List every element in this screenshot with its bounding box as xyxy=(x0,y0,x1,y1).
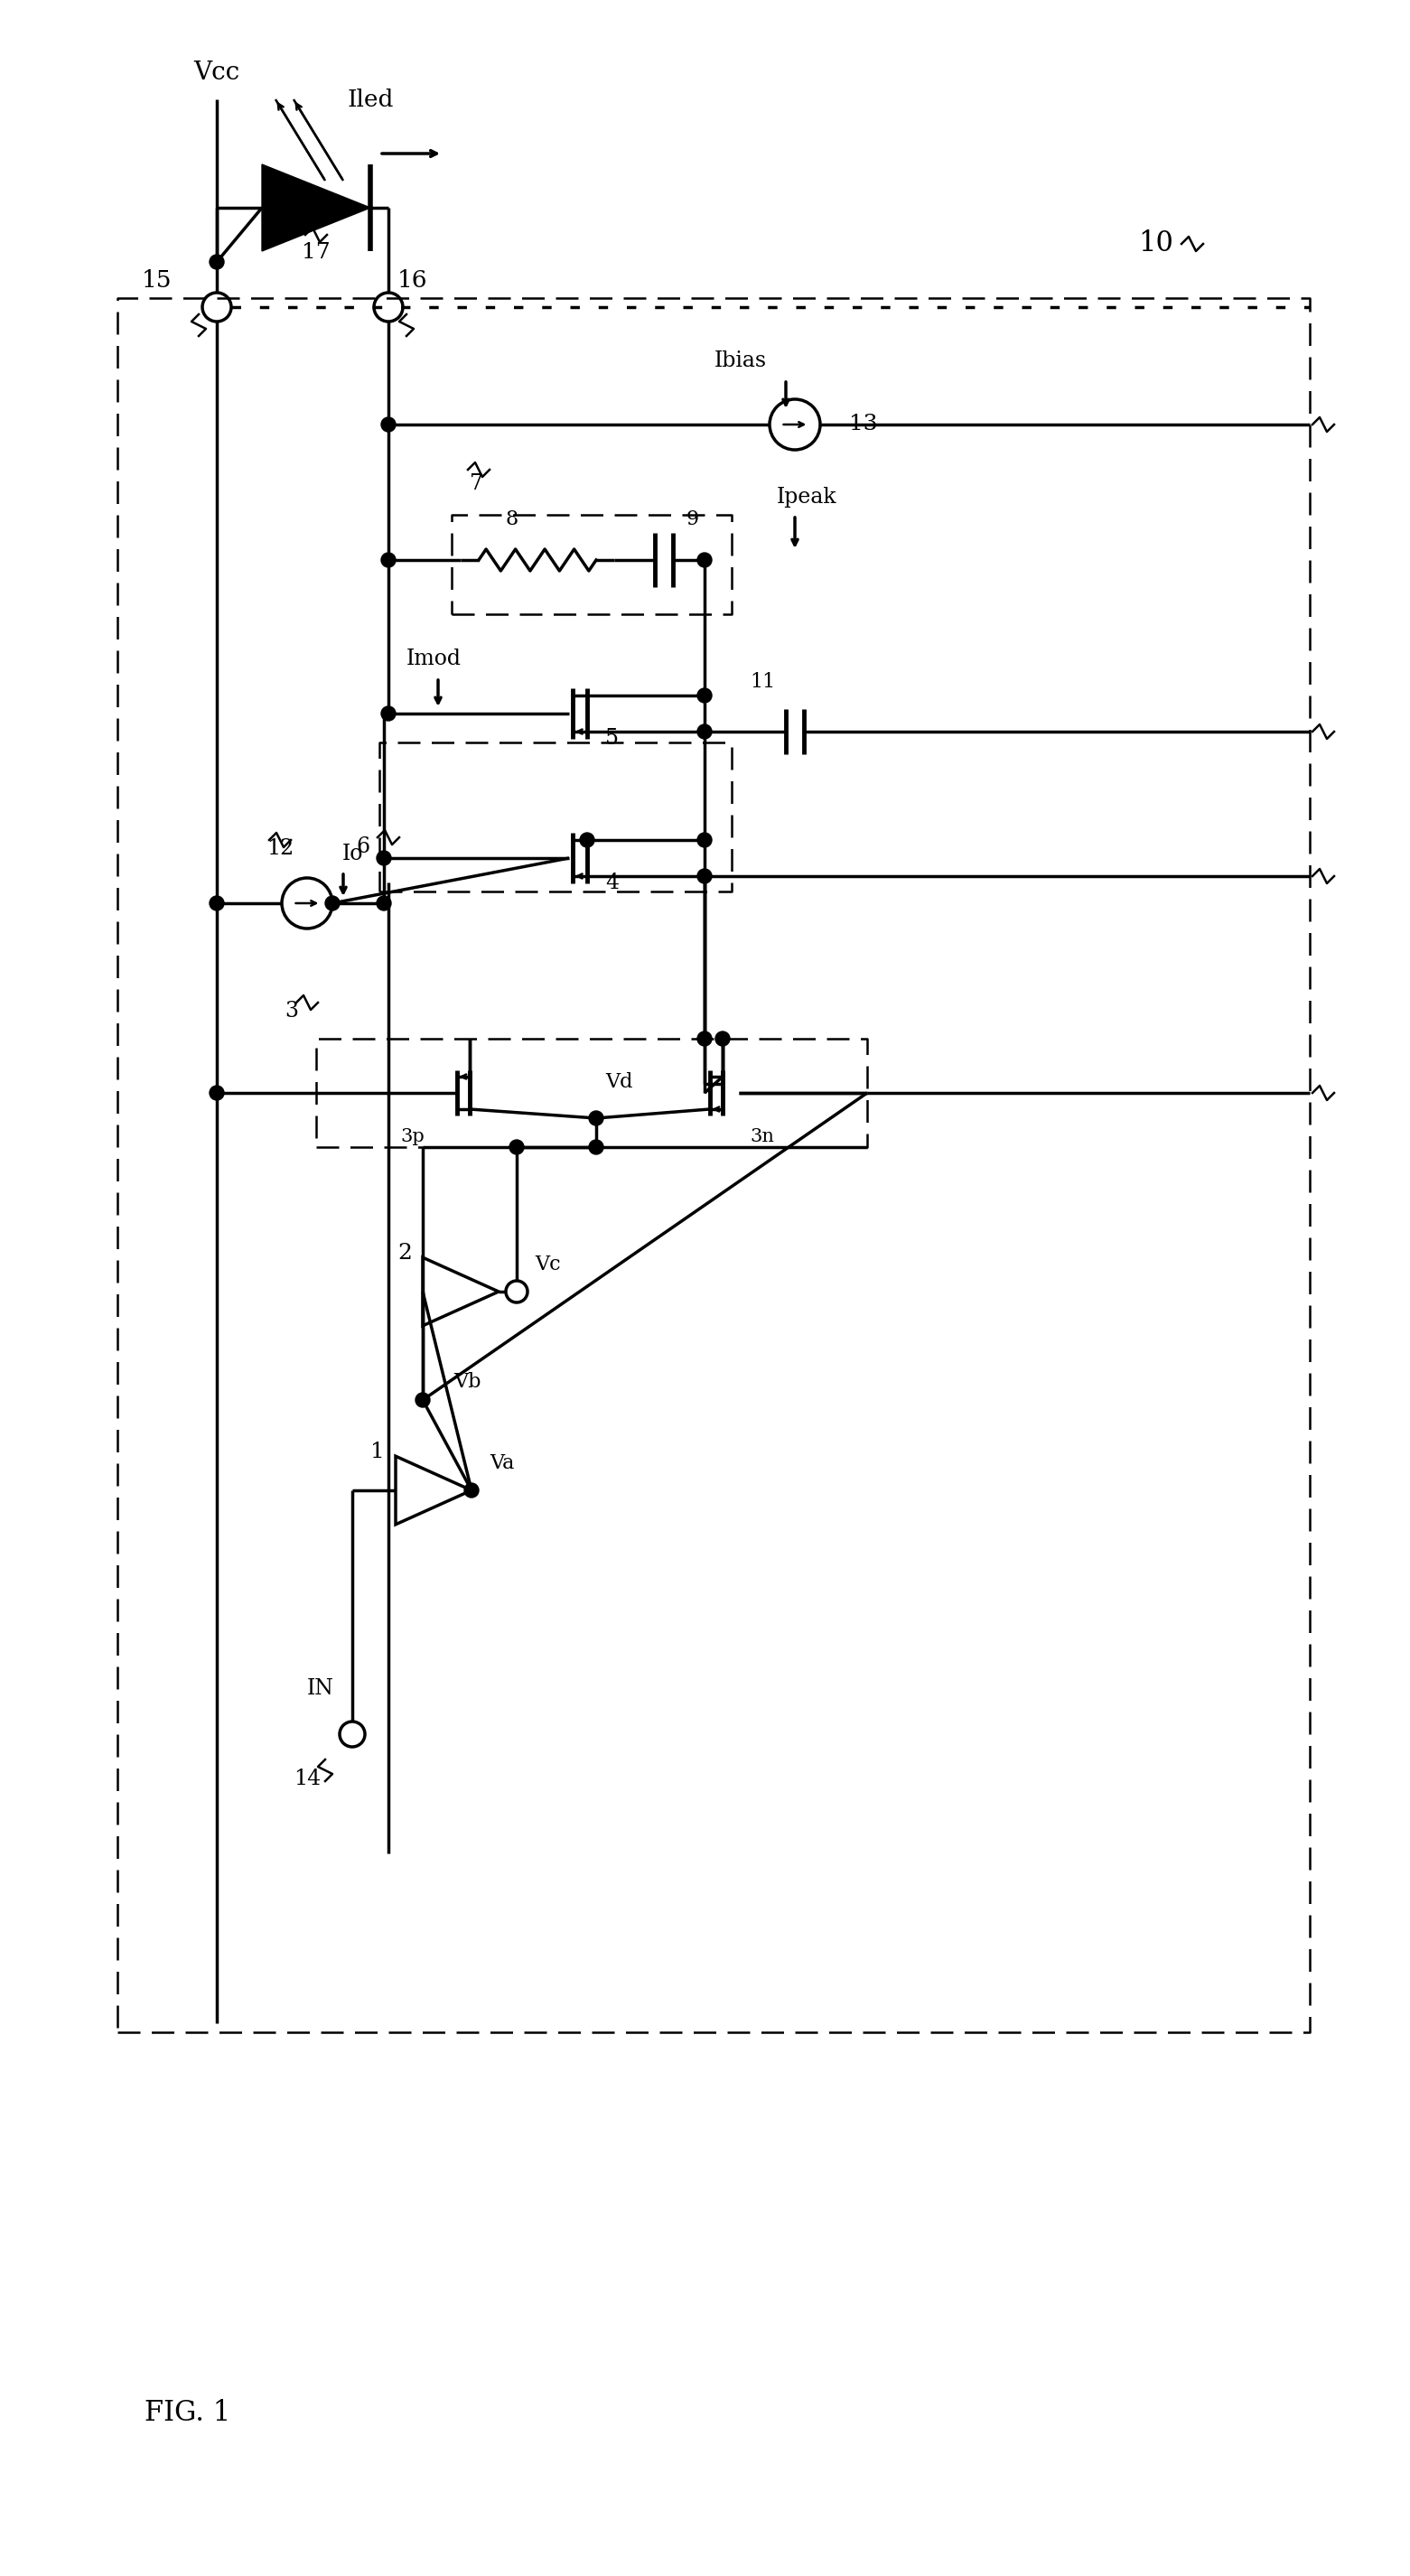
Text: Ibias: Ibias xyxy=(715,350,767,371)
Circle shape xyxy=(580,832,595,848)
Text: Imod: Imod xyxy=(406,649,461,670)
Circle shape xyxy=(381,706,396,721)
Text: 13: 13 xyxy=(849,415,877,435)
Circle shape xyxy=(589,1110,603,1126)
Circle shape xyxy=(464,1484,479,1497)
Text: Io: Io xyxy=(341,842,362,863)
Text: 16: 16 xyxy=(398,268,427,291)
Circle shape xyxy=(416,1394,430,1406)
Polygon shape xyxy=(262,165,371,250)
Circle shape xyxy=(698,554,712,567)
Text: Vd: Vd xyxy=(605,1072,633,1092)
Circle shape xyxy=(381,554,396,567)
Text: 12: 12 xyxy=(266,840,293,860)
Text: 5: 5 xyxy=(605,729,619,750)
Text: 6: 6 xyxy=(357,837,371,858)
Text: Vc: Vc xyxy=(534,1255,561,1275)
Text: 2: 2 xyxy=(398,1244,412,1265)
Text: FIG. 1: FIG. 1 xyxy=(144,2398,231,2427)
Circle shape xyxy=(698,832,712,848)
Text: Ipeak: Ipeak xyxy=(777,487,838,507)
Text: 8: 8 xyxy=(506,510,519,528)
Text: 3n: 3n xyxy=(750,1128,774,1144)
Circle shape xyxy=(698,688,712,703)
Text: 15: 15 xyxy=(141,268,172,291)
Text: Vcc: Vcc xyxy=(193,59,240,85)
Circle shape xyxy=(381,417,396,433)
Text: Iled: Iled xyxy=(347,88,393,111)
Circle shape xyxy=(210,1084,224,1100)
Circle shape xyxy=(715,1030,730,1046)
Circle shape xyxy=(698,1030,712,1046)
Text: 11: 11 xyxy=(750,672,776,693)
Circle shape xyxy=(509,1139,525,1154)
Text: 1: 1 xyxy=(371,1443,385,1463)
Text: Vb: Vb xyxy=(454,1373,482,1391)
Circle shape xyxy=(376,850,391,866)
Text: 4: 4 xyxy=(605,873,619,894)
Text: 10: 10 xyxy=(1139,229,1173,258)
Text: Va: Va xyxy=(489,1453,515,1473)
Circle shape xyxy=(589,1139,603,1154)
Circle shape xyxy=(326,896,340,909)
Text: 9: 9 xyxy=(687,510,699,528)
Text: 3p: 3p xyxy=(400,1128,424,1144)
Text: IN: IN xyxy=(307,1680,334,1700)
Text: 14: 14 xyxy=(293,1770,320,1790)
Circle shape xyxy=(698,724,712,739)
Text: 17: 17 xyxy=(302,242,330,263)
Text: 7: 7 xyxy=(470,474,484,495)
Circle shape xyxy=(210,255,224,268)
Text: 3: 3 xyxy=(285,1002,298,1023)
Circle shape xyxy=(376,896,391,909)
Circle shape xyxy=(210,896,224,909)
Circle shape xyxy=(698,868,712,884)
